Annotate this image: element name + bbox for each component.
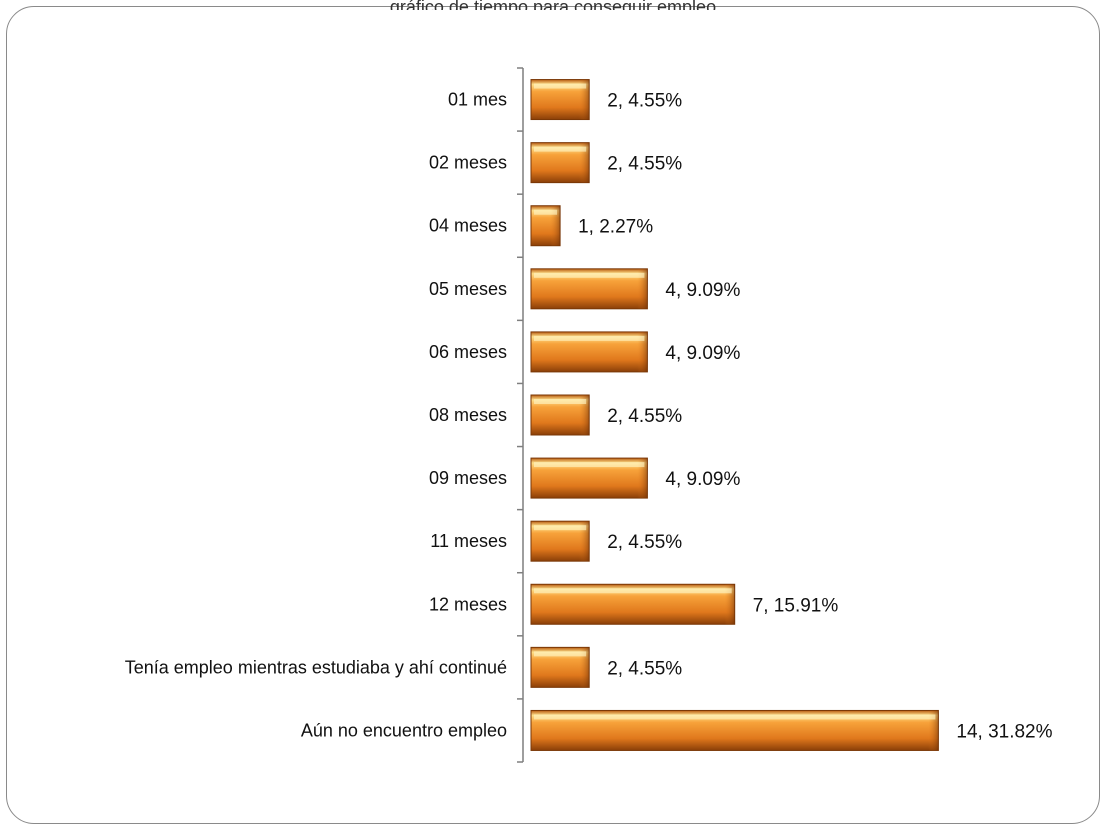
- data-label: 7, 15.91%: [753, 595, 839, 616]
- bar: [530, 709, 939, 751]
- category-label: 02 meses: [429, 153, 507, 173]
- bar-highlight: [534, 83, 587, 89]
- bar-end-shade: [579, 79, 590, 120]
- category-label: 11 meses: [430, 531, 507, 551]
- bar-end-shade: [579, 521, 590, 562]
- bar-highlight: [534, 335, 645, 341]
- bar-highlight: [534, 272, 645, 278]
- category-label: 05 meses: [429, 279, 507, 299]
- data-label: 1, 2.27%: [578, 217, 653, 238]
- category-label: 12 meses: [429, 594, 507, 614]
- category-label: 01 mes: [448, 90, 507, 110]
- category-label: 09 meses: [429, 468, 507, 488]
- data-label: 2, 4.55%: [607, 406, 682, 427]
- bar-end-shade: [579, 395, 590, 435]
- bar: [530, 205, 561, 247]
- bar: [530, 79, 590, 121]
- bar-end-shade: [928, 710, 939, 751]
- bar-end-shade: [579, 142, 590, 183]
- bar-end-shade: [637, 268, 648, 309]
- data-label: 2, 4.55%: [607, 154, 682, 175]
- data-label: 14, 31.82%: [956, 721, 1052, 742]
- bar: [530, 583, 736, 625]
- bar-end-shade: [724, 584, 735, 625]
- category-label: 08 meses: [429, 405, 507, 425]
- category-label: Tenía empleo mientras estudiaba y ahí co…: [125, 657, 507, 677]
- bar: [530, 520, 590, 562]
- bar-end-shade: [550, 205, 561, 246]
- bar-highlight: [534, 462, 645, 468]
- chart-title-cut: gráfico de tiempo para conseguir empleo: [389, 0, 717, 10]
- bar-highlight: [534, 209, 558, 215]
- bar: [530, 457, 648, 499]
- bar-highlight: [534, 651, 587, 657]
- data-label: 4, 9.09%: [665, 343, 740, 364]
- data-label: 2, 4.55%: [607, 658, 682, 679]
- bar-highlight: [534, 146, 587, 152]
- category-label: 06 meses: [429, 342, 507, 362]
- category-label: 04 meses: [429, 216, 507, 236]
- bar-highlight: [534, 399, 587, 404]
- data-label: 2, 4.55%: [607, 532, 682, 553]
- bar: [530, 394, 590, 436]
- bar: [530, 646, 590, 688]
- bar-end-shade: [579, 647, 590, 688]
- bar-highlight: [534, 588, 732, 594]
- data-label: 2, 4.55%: [607, 91, 682, 112]
- data-label: 4, 9.09%: [665, 280, 740, 301]
- bar-end-shade: [637, 458, 648, 499]
- data-label: 4, 9.09%: [665, 469, 740, 490]
- bar-highlight: [534, 525, 587, 531]
- category-label: Aún no encuentro empleo: [301, 720, 507, 740]
- bar: [530, 268, 648, 310]
- bar: [530, 142, 590, 184]
- bar-end-shade: [637, 331, 648, 372]
- bar: [530, 331, 648, 373]
- bar-highlight: [534, 714, 936, 720]
